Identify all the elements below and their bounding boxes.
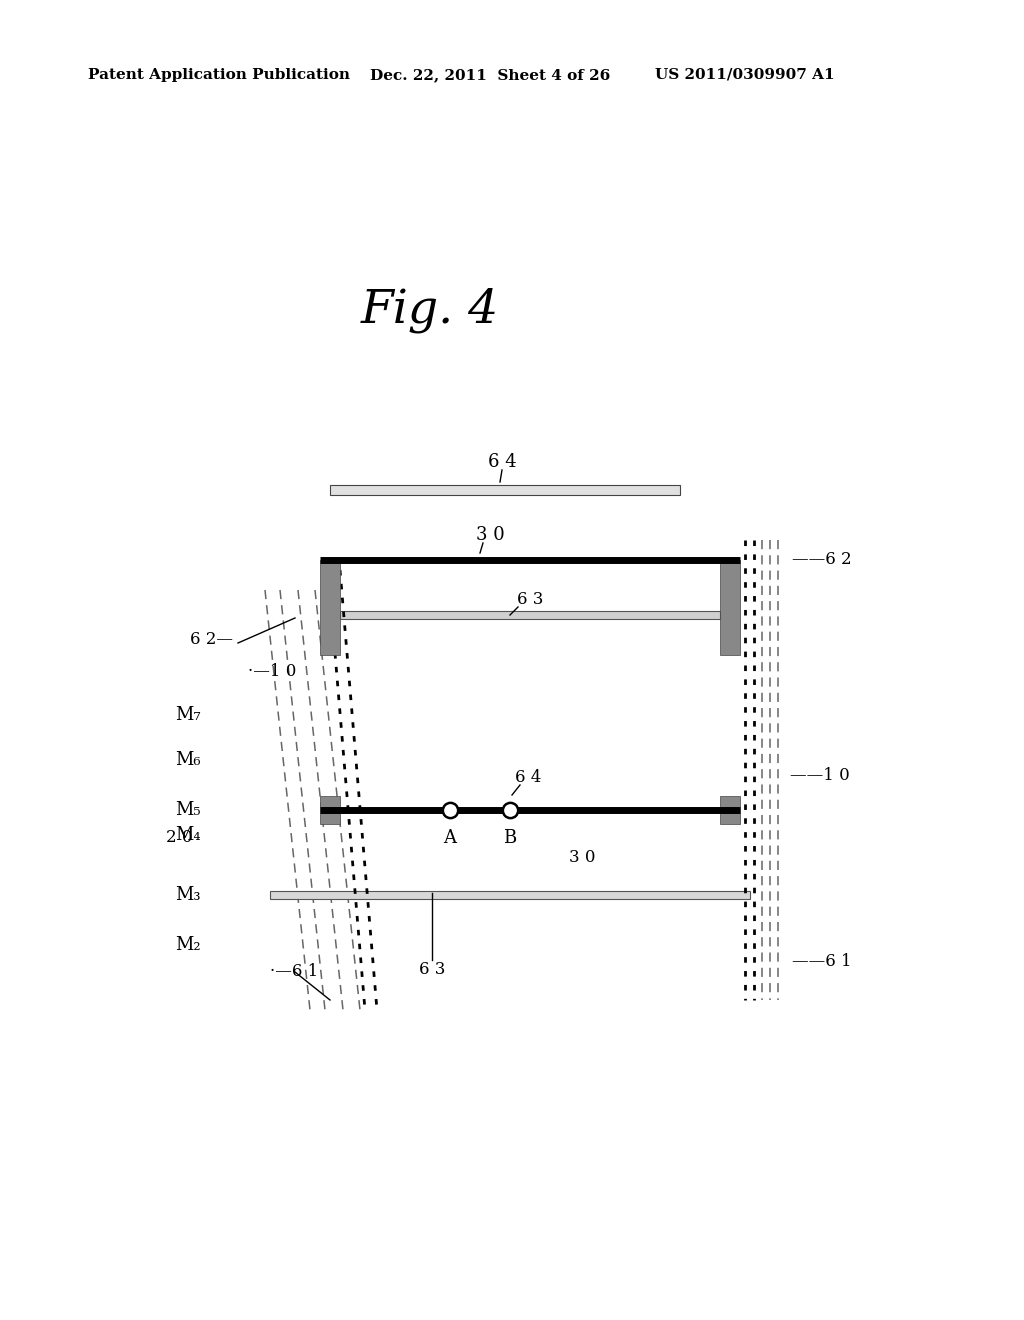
- Text: 6 3: 6 3: [517, 591, 543, 609]
- Text: M₃: M₃: [175, 886, 201, 904]
- Text: M₇: M₇: [175, 706, 201, 723]
- Text: 6 3: 6 3: [419, 961, 445, 978]
- Text: ——1 0: ——1 0: [790, 767, 850, 784]
- Text: M₅: M₅: [175, 801, 201, 818]
- Bar: [720, 560, 740, 655]
- Text: A: A: [443, 829, 457, 847]
- Text: M₆: M₆: [175, 751, 201, 770]
- Text: 6 4: 6 4: [515, 770, 542, 787]
- Text: Fig. 4: Fig. 4: [360, 288, 499, 333]
- Bar: [340, 611, 720, 619]
- Text: ·—1 0: ·—1 0: [248, 664, 296, 681]
- Bar: [319, 796, 340, 824]
- Text: ·—6 1: ·—6 1: [270, 964, 318, 981]
- Text: 6 4: 6 4: [487, 453, 516, 471]
- Text: Patent Application Publication: Patent Application Publication: [88, 69, 350, 82]
- Bar: [720, 796, 740, 824]
- Bar: [319, 560, 340, 655]
- Text: M₂: M₂: [175, 936, 201, 954]
- Text: ——6 1: ——6 1: [792, 953, 852, 970]
- Text: M₄: M₄: [175, 826, 201, 843]
- Text: 2 0: 2 0: [166, 829, 193, 846]
- Text: B: B: [504, 829, 517, 847]
- Text: 3 0: 3 0: [475, 525, 505, 544]
- Text: 6 2—: 6 2—: [190, 631, 233, 648]
- Text: US 2011/0309907 A1: US 2011/0309907 A1: [655, 69, 835, 82]
- Text: 3 0: 3 0: [568, 850, 595, 866]
- Bar: [330, 484, 680, 495]
- Text: ——6 2: ——6 2: [792, 552, 852, 569]
- Bar: [270, 891, 750, 899]
- Text: Dec. 22, 2011  Sheet 4 of 26: Dec. 22, 2011 Sheet 4 of 26: [370, 69, 610, 82]
